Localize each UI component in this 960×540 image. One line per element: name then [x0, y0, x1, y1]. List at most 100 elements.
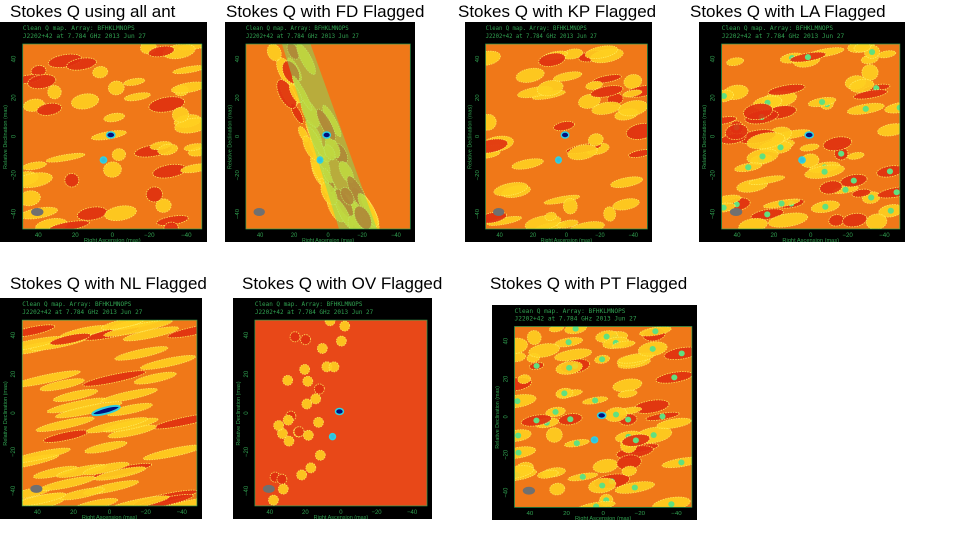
- map-header-2: J2202+42 at 7.784 GHz 2013 Jun 27: [515, 316, 637, 323]
- x-tick-label: 0: [326, 233, 330, 239]
- y-axis-label: Relative Declination (mas): [702, 105, 708, 169]
- emission-peak: [560, 131, 570, 139]
- y-tick-label: −20: [244, 446, 250, 457]
- y-tick-label: 20: [235, 94, 241, 101]
- y-tick-label: 0: [10, 134, 17, 138]
- y-tick-label: −20: [11, 446, 17, 457]
- x-tick-label: −40: [391, 233, 401, 239]
- map-header-1: Clean Q map. Array: BFHKLMNOPS: [255, 301, 363, 308]
- x-tick-label: 20: [530, 233, 536, 239]
- x-tick-label: 0: [602, 511, 606, 517]
- emission-peak: [322, 131, 332, 139]
- beam-ellipse: [522, 486, 536, 495]
- y-axis-label: Relative Declination (mas): [228, 105, 234, 169]
- y-tick-label: 20: [709, 94, 716, 101]
- y-tick-label: 0: [235, 134, 241, 138]
- x-axis-label: Right Ascension (mas): [82, 515, 138, 519]
- emission-peak: [804, 131, 815, 139]
- x-tick-label: −40: [671, 511, 682, 517]
- emission-peak: [328, 432, 337, 441]
- y-tick-label: 20: [10, 94, 17, 101]
- x-tick-label: 40: [34, 510, 41, 516]
- beam-ellipse: [253, 208, 265, 216]
- panel-title: Stokes Q with FD Flagged: [226, 2, 425, 21]
- stokes-q-map-image: Clean Q map. Array: BFHKLMNOPS J2202+42 a…: [0, 22, 207, 242]
- x-tick-label: −40: [181, 232, 192, 239]
- map-header-1: Clean Q map. Array: BFHKLMNOPS: [486, 26, 588, 32]
- x-tick-label: −40: [177, 510, 188, 516]
- stokes-q-map-image: Clean Q map. Array: BFHKLMNOPS J2202+42 a…: [699, 22, 905, 242]
- y-tick-label: −20: [503, 449, 509, 460]
- y-tick-label: 0: [475, 135, 481, 138]
- map-header-2: J2202+42 at 7.784 GHz 2013 Jun 27: [22, 309, 143, 316]
- x-tick-label: 40: [734, 232, 741, 239]
- y-tick-label: −20: [709, 170, 716, 181]
- y-tick-label: 20: [244, 370, 250, 377]
- y-tick-label: 40: [475, 56, 481, 63]
- y-tick-label: −40: [11, 485, 17, 496]
- beam-ellipse: [262, 484, 275, 493]
- panel-title: Stokes Q with OV Flagged: [242, 274, 443, 293]
- y-tick-label: 20: [11, 370, 17, 377]
- x-axis-label: Right Ascension (mas): [84, 238, 141, 242]
- stokes-q-map-image: Clean Q map. Array: BFHKLMNOPS J2202+42 a…: [233, 298, 432, 519]
- emission-peak: [105, 131, 116, 139]
- beam-ellipse: [493, 208, 505, 216]
- y-axis-label: Relative Declination (mas): [3, 381, 9, 446]
- x-tick-label: 20: [70, 510, 77, 516]
- y-tick-label: 40: [709, 55, 716, 62]
- emission-peak: [590, 436, 599, 444]
- x-axis-label: Right Ascension (mas): [302, 238, 354, 242]
- y-tick-label: −40: [244, 485, 250, 496]
- beam-ellipse: [31, 208, 44, 216]
- y-tick-label: 0: [244, 411, 250, 415]
- y-tick-label: −20: [475, 170, 481, 180]
- panel-title: Stokes Q using all ant: [10, 2, 176, 21]
- map-header-1: Clean Q map. Array: BFHKLMNOPS: [22, 301, 132, 308]
- x-tick-label: −20: [371, 510, 382, 516]
- x-tick-label: 40: [266, 510, 273, 516]
- x-tick-label: 40: [527, 511, 535, 517]
- y-tick-label: 40: [244, 331, 250, 338]
- beam-ellipse: [30, 484, 43, 493]
- x-tick-label: 20: [563, 511, 571, 517]
- x-tick-label: 0: [108, 510, 112, 516]
- emission-peak: [596, 411, 607, 420]
- emission-peak: [334, 407, 345, 416]
- y-axis-label: Relative Declination (mas): [236, 381, 242, 445]
- y-tick-label: 20: [503, 375, 509, 382]
- x-tick-label: −40: [407, 510, 418, 516]
- x-tick-label: −20: [635, 511, 646, 517]
- stokes-q-map-image: Clean Q map. Array: BFHKLMNOPS J2202+42 a…: [0, 298, 202, 519]
- panel-title: Stokes Q with NL Flagged: [10, 274, 207, 293]
- x-tick-label: 0: [565, 233, 568, 239]
- beam-ellipse: [729, 208, 743, 216]
- y-tick-label: 40: [235, 55, 241, 62]
- x-tick-label: 40: [257, 233, 264, 239]
- y-tick-label: −40: [10, 208, 17, 219]
- y-tick-label: −40: [503, 487, 509, 498]
- map-header-2: J2202+42 at 7.784 GHz 2013 Jun 27: [23, 33, 146, 40]
- y-axis-label: Relative Declination (mas): [3, 105, 9, 169]
- x-tick-label: −40: [879, 232, 890, 239]
- map-header-1: Clean Q map. Array: BFHKLMNOPS: [722, 25, 834, 32]
- panel-title: Stokes Q with PT Flagged: [490, 274, 688, 293]
- x-tick-label: 40: [496, 233, 502, 239]
- map-header-2: J2202+42 at 7.784 GHz 2013 Jun 27: [722, 33, 845, 40]
- x-tick-label: 0: [339, 510, 343, 516]
- y-tick-label: 20: [475, 94, 481, 101]
- x-axis-label: Right Ascension (mas): [541, 238, 593, 242]
- x-tick-label: 20: [291, 233, 298, 239]
- y-tick-label: 0: [709, 134, 716, 138]
- y-tick-label: 0: [11, 411, 17, 415]
- y-tick-label: −20: [10, 170, 17, 181]
- x-axis-label: Right Ascension (mas): [782, 238, 839, 242]
- stokes-q-map-image: Clean Q map. Array: BFHKLMNOPS J2202+42 a…: [492, 305, 697, 520]
- emission-peak: [316, 156, 324, 164]
- map-header-1: Clean Q map. Array: BFHKLMNOPS: [515, 308, 626, 315]
- emission-peak: [554, 156, 563, 164]
- y-axis-label: Relative Declination (mas): [468, 105, 474, 169]
- x-tick-label: 40: [35, 232, 43, 239]
- x-axis-label: Right Ascension (mas): [314, 515, 369, 519]
- x-tick-label: −20: [357, 233, 367, 239]
